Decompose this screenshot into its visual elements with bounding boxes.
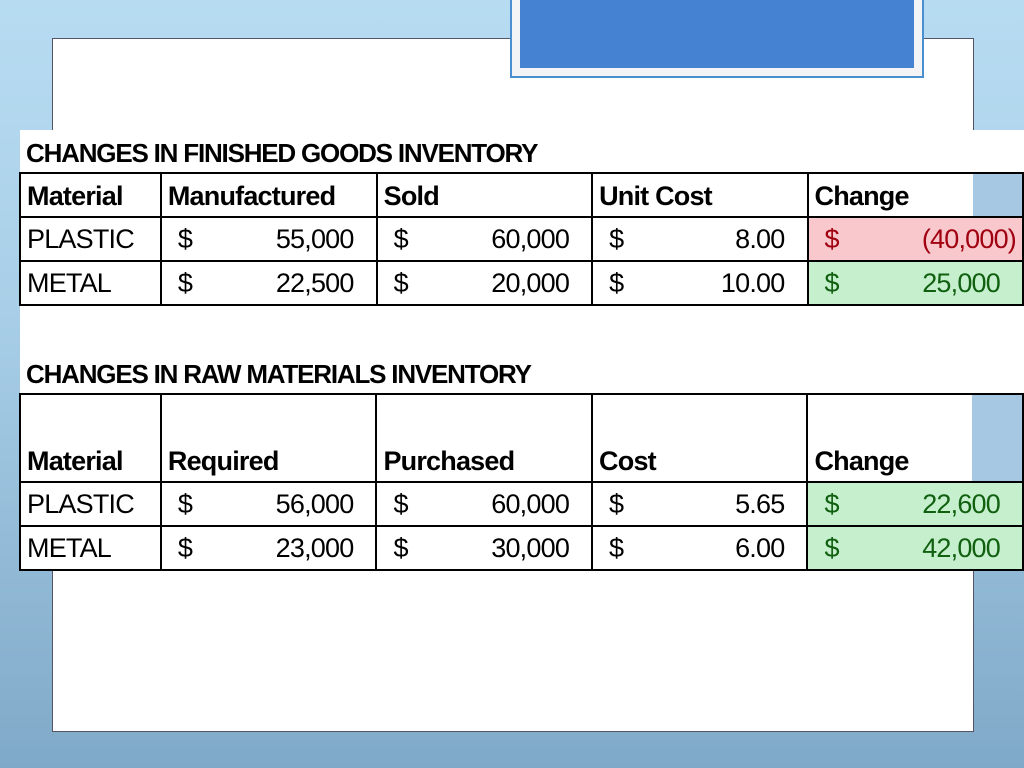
currency-symbol: $	[609, 267, 624, 298]
purchased-cell: 60,000	[491, 488, 570, 519]
currency-symbol: $	[824, 532, 839, 563]
currency-symbol: $	[177, 532, 193, 563]
currency-symbol: $	[177, 223, 193, 254]
sold-cell: 60,000	[491, 223, 570, 254]
change-cell: 22,600	[922, 488, 1001, 519]
manufactured-cell: 22,500	[275, 267, 355, 298]
raw-materials-table: Material Required Purchased Cost Change …	[19, 393, 1024, 571]
title-placeholder-box	[510, 0, 924, 78]
raw-materials-title: CHANGES IN RAW MATERIALS INVENTORY	[26, 359, 532, 389]
change-cell: 42,000	[922, 532, 1001, 563]
header-cell: Sold	[375, 172, 594, 218]
header-cell: Change	[806, 172, 1024, 218]
purchased-cell: 30,000	[491, 532, 570, 563]
header-cell: Material	[19, 393, 162, 483]
currency-symbol: $	[609, 488, 624, 519]
table-header-row: Material Required Purchased Cost Change	[19, 393, 1024, 483]
cost-cell: 6.00	[735, 532, 785, 563]
change-cell: 25,000	[922, 267, 1001, 298]
material-cell: METAL	[19, 260, 162, 306]
material-cell: METAL	[19, 525, 162, 571]
required-cell: 23,000	[275, 532, 355, 563]
header-cell: Purchased	[375, 393, 594, 483]
header-cell: Cost	[591, 393, 809, 483]
sold-cell: 20,000	[491, 267, 570, 298]
unit-cost-cell: 8.00	[735, 223, 785, 254]
table-row: METAL $22,500 $20,000 $10.00 $25,000	[19, 260, 1024, 306]
currency-symbol: $	[393, 267, 409, 298]
currency-symbol: $	[824, 488, 839, 519]
unit-cost-cell: 10.00	[720, 267, 785, 298]
currency-symbol: $	[177, 488, 193, 519]
manufactured-cell: 55,000	[275, 223, 355, 254]
header-cell: Unit Cost	[591, 172, 809, 218]
finished-goods-table: Material Manufactured Sold Unit Cost Cha…	[19, 172, 1024, 306]
currency-symbol: $	[393, 488, 408, 519]
currency-symbol: $	[824, 223, 840, 254]
change-cell: (40,000)	[921, 223, 1017, 254]
currency-symbol: $	[824, 267, 840, 298]
table-row: METAL $23,000 $30,000 $6.00 $42,000	[19, 525, 1024, 571]
header-cell: Manufactured	[159, 172, 378, 218]
table-header-row: Material Manufactured Sold Unit Cost Cha…	[19, 172, 1024, 218]
currency-symbol: $	[609, 223, 624, 254]
currency-symbol: $	[177, 267, 193, 298]
header-cell: Material	[19, 172, 162, 218]
table-row: PLASTIC $56,000 $60,000 $5.65 $22,600	[19, 481, 1024, 527]
header-cell: Change	[806, 393, 1024, 483]
header-cell: Required	[159, 393, 378, 483]
table-row: PLASTIC $55,000 $60,000 $8.00 $ (40,000)	[19, 216, 1024, 262]
currency-symbol: $	[393, 223, 409, 254]
required-cell: 56,000	[275, 488, 355, 519]
material-cell: PLASTIC	[19, 481, 162, 527]
currency-symbol: $	[609, 532, 624, 563]
currency-symbol: $	[393, 532, 408, 563]
finished-goods-title: CHANGES IN FINISHED GOODS INVENTORY	[26, 138, 538, 168]
material-cell: PLASTIC	[19, 216, 162, 262]
cost-cell: 5.65	[735, 488, 785, 519]
